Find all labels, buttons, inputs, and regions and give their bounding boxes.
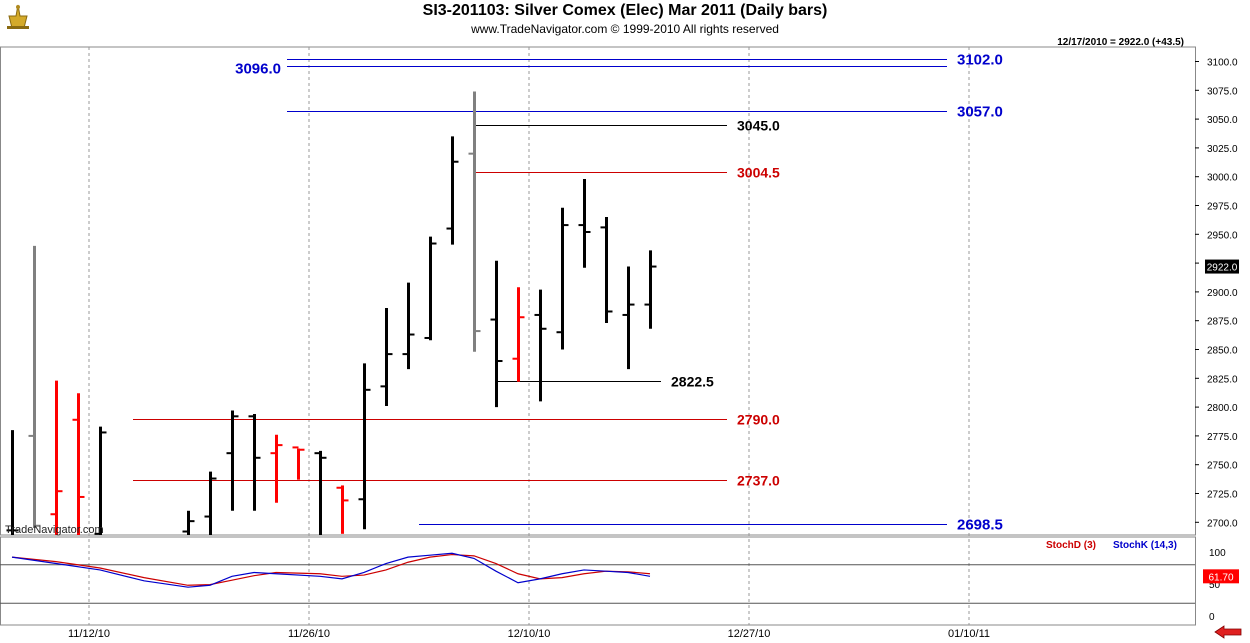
date-tick-label: 12/10/10 (508, 628, 551, 640)
stoch-k-legend: StochK (14,3) (1113, 540, 1177, 551)
level-label: 2737.0 (737, 473, 780, 489)
price-tick-label: 2975.0 (1207, 202, 1238, 213)
price-tick-label: 2775.0 (1207, 432, 1238, 443)
trade-navigator-logo-icon (7, 4, 29, 29)
stochastic-tick-label: 0 (1209, 612, 1215, 623)
chart-title: SI3-201103: Silver Comex (Elec) Mar 2011… (422, 2, 828, 19)
last-price-tag (1205, 259, 1239, 274)
price-tick-label: 3000.0 (1207, 173, 1238, 184)
level-label: 3004.5 (737, 165, 780, 181)
price-tick-label: 2725.0 (1207, 490, 1238, 501)
stochastic-tick-label: 100 (1209, 548, 1226, 559)
price-tick-label: 3050.0 (1207, 115, 1238, 126)
price-tick-label: 2950.0 (1207, 230, 1238, 241)
level-label: 3045.0 (737, 118, 780, 134)
last-price-tag-label: 2922.0 (1207, 263, 1238, 274)
price-panel-frame (0, 46, 1196, 536)
stoch-d-line (11, 553, 651, 586)
level-label: 2698.5 (957, 517, 1003, 534)
price-tick-label: 3025.0 (1207, 144, 1238, 155)
stochastic-panel-frame (0, 536, 1196, 626)
level-label: 3096.0 (235, 61, 281, 78)
level-label: 2822.5 (671, 374, 714, 390)
level-label: 3057.0 (957, 104, 1003, 121)
price-tick-label: 2900.0 (1207, 288, 1238, 299)
watermark: TradeNavigator.com (5, 524, 104, 536)
level-label: 2790.0 (737, 412, 780, 428)
stochastic-value-tag (1203, 569, 1239, 584)
price-tick-label: 2700.0 (1207, 518, 1238, 529)
price-tick-label: 3075.0 (1207, 86, 1238, 97)
stoch-k-line (11, 552, 651, 588)
date-tick-label: 11/12/10 (68, 628, 110, 640)
arrow-left-icon[interactable] (1214, 625, 1242, 639)
copyright-subtitle: www.TradeNavigator.com © 1999-2010 All r… (471, 22, 779, 36)
price-tick-label: 2800.0 (1207, 403, 1238, 414)
price-tick-label: 2825.0 (1207, 374, 1238, 385)
price-tick-label: 2750.0 (1207, 461, 1238, 472)
stochastic-tick-label: 50 (1209, 580, 1221, 591)
price-tick-label: 2850.0 (1207, 346, 1238, 357)
last-price-status: 12/17/2010 = 2922.0 (+43.5) (1057, 37, 1184, 48)
level-label: 3102.0 (957, 52, 1003, 69)
stochastic-value-tag-label: 61.70 (1208, 572, 1233, 583)
price-tick-label: 2875.0 (1207, 317, 1238, 328)
date-tick-label: 12/27/10 (728, 628, 771, 640)
date-tick-label: 01/10/11 (948, 628, 990, 640)
price-tick-label: 3100.0 (1207, 58, 1238, 69)
stoch-d-legend: StochD (3) (1046, 540, 1096, 551)
date-tick-label: 11/26/10 (288, 628, 330, 640)
